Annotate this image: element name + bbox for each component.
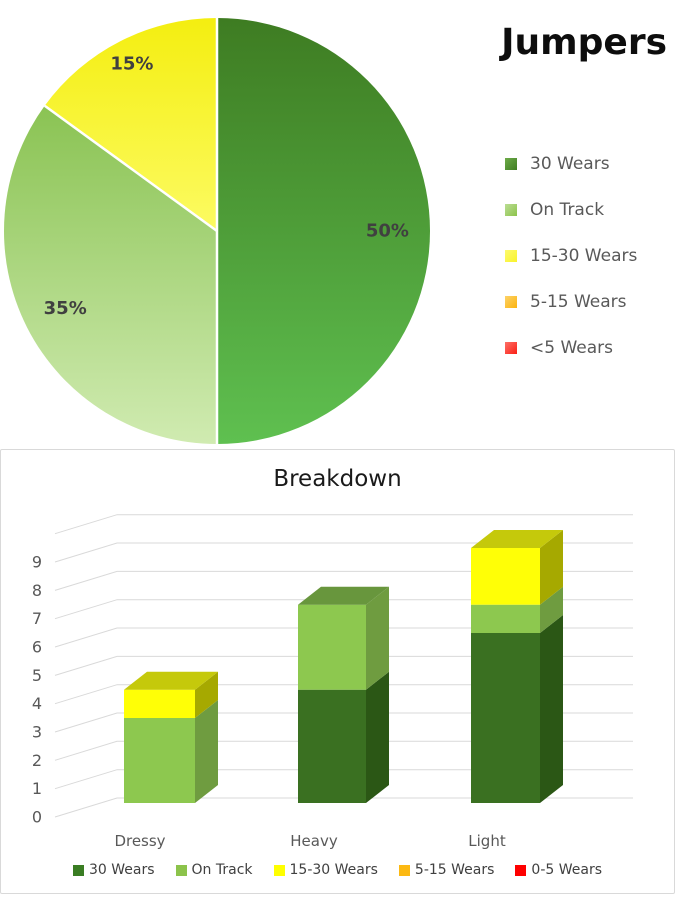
y-axis-tick-label: 8 xyxy=(32,581,42,600)
bar-legend: 30 Wears On Track 15-30 Wears 5-15 Wears 0-5… xyxy=(0,862,675,878)
pie-legend-item-5-wears: <5 Wears xyxy=(505,336,637,360)
bar-segment-front-on-track xyxy=(471,604,540,633)
bar-chart-title: Breakdown xyxy=(273,466,402,492)
pie-legend-item-30-wears: 30 Wears xyxy=(505,152,637,176)
bar-segment-side-on-track xyxy=(540,586,563,633)
legend-swatch-icon xyxy=(505,250,517,262)
gridline xyxy=(54,684,633,705)
y-axis-tick-label: 3 xyxy=(32,723,42,742)
pie-legend-item-5-15-wears: 5-15 Wears xyxy=(505,290,637,314)
pie-data-label: 35% xyxy=(44,298,87,319)
y-axis-tick-label: 1 xyxy=(32,779,42,798)
legend-item-label: 15-30 Wears xyxy=(289,862,378,878)
bar-legend-item-15-30-wears: 15-30 Wears xyxy=(273,862,378,878)
bar-segment-front-15-30-wears xyxy=(471,548,540,605)
y-axis-tick-label: 5 xyxy=(32,666,42,685)
x-axis-category-label: Heavy xyxy=(290,832,338,850)
x-axis-category-label: Light xyxy=(468,832,506,850)
legend-item-label: 0-5 Wears xyxy=(531,862,602,878)
bar-legend-item-0-5-wears: 0-5 Wears xyxy=(515,862,602,878)
legend-item-label: On Track xyxy=(191,862,253,878)
bar-light xyxy=(471,530,563,803)
bar-chart: 0 1 2 3 4 5 6 7 8 9 Dressy Heavy Light xyxy=(32,514,633,850)
pie-legend-item-15-30-wears: 15-30 Wears xyxy=(505,244,637,268)
gridline xyxy=(54,769,633,790)
legend-swatch-icon xyxy=(273,864,285,876)
bar-segment-side-on-track xyxy=(366,586,389,690)
pie-slice-15-30-wears xyxy=(44,18,218,231)
bar-segment-side-15-30-wears xyxy=(540,530,563,605)
legend-swatch-icon xyxy=(505,204,517,216)
y-axis-tick-label: 4 xyxy=(32,694,42,713)
pie-data-label: 50% xyxy=(366,221,409,242)
gridline xyxy=(54,570,633,591)
legend-swatch-icon xyxy=(72,864,84,876)
pie-slice-on-track xyxy=(3,105,217,445)
legend-item-label: <5 Wears xyxy=(530,338,613,358)
gridlines xyxy=(54,514,633,818)
gridline xyxy=(54,740,633,761)
y-axis-tick-label: 7 xyxy=(32,609,42,628)
y-axis-tick-label: 0 xyxy=(32,808,42,827)
pie-legend-item-on-track: On Track xyxy=(505,198,637,222)
legend-item-label: 5-15 Wears xyxy=(530,292,627,312)
pie-chart: 50% 35% 15% xyxy=(3,18,430,445)
gridline xyxy=(54,797,633,818)
pie-slice-separator xyxy=(43,104,218,233)
bar-top-face xyxy=(471,530,563,548)
bar-segment-front-on-track xyxy=(298,604,366,690)
bar-top-face xyxy=(124,671,218,690)
bar-dressy xyxy=(124,671,218,803)
legend-item-label: 30 Wears xyxy=(530,154,610,174)
y-axis-tick-label: 2 xyxy=(32,751,42,770)
bar-segment-side-30-wears xyxy=(540,615,563,803)
y-axis-tick-label: 9 xyxy=(32,553,42,572)
bar-segment-front-15-30-wears xyxy=(124,689,195,718)
pie-data-label: 15% xyxy=(110,54,153,75)
pie-slice-30-wears xyxy=(217,18,430,444)
bar-legend-item-30-wears: 30 Wears xyxy=(72,862,155,878)
legend-item-label: 15-30 Wears xyxy=(530,246,638,266)
bar-segment-front-30-wears xyxy=(471,633,540,803)
bar-segment-side-on-track xyxy=(195,700,218,803)
legend-item-label: 30 Wears xyxy=(88,862,155,878)
gridline xyxy=(54,599,633,620)
pie-chart-title: Jumpers xyxy=(501,22,667,63)
bar-legend-item-5-15-wears: 5-15 Wears xyxy=(398,862,495,878)
gridline xyxy=(54,655,633,676)
legend-swatch-icon xyxy=(175,864,187,876)
y-axis-tick-label: 6 xyxy=(32,638,42,657)
bar-segment-front-30-wears xyxy=(298,689,366,803)
legend-swatch-icon xyxy=(505,296,517,308)
bar-legend-item-on-track: On Track xyxy=(175,862,253,878)
legend-item-label: On Track xyxy=(530,200,605,220)
legend-swatch-icon xyxy=(515,864,527,876)
bar-segment-side-30-wears xyxy=(366,671,389,803)
gridline xyxy=(54,627,633,648)
bar-top-face xyxy=(298,586,389,605)
gridline xyxy=(54,712,633,733)
legend-item-label: 5-15 Wears xyxy=(414,862,495,878)
x-axis-category-label: Dressy xyxy=(114,832,165,850)
bar-heavy xyxy=(298,586,389,803)
legend-swatch-icon xyxy=(505,342,517,354)
bar-segment-side-15-30-wears xyxy=(195,671,218,718)
gridline xyxy=(54,514,633,535)
pie-legend: 30 Wears On Track 15-30 Wears 5-15 Wears <5 … xyxy=(505,152,637,360)
gridline xyxy=(54,542,633,563)
legend-swatch-icon xyxy=(398,864,410,876)
legend-swatch-icon xyxy=(505,158,517,170)
bar-segment-front-on-track xyxy=(124,718,195,803)
